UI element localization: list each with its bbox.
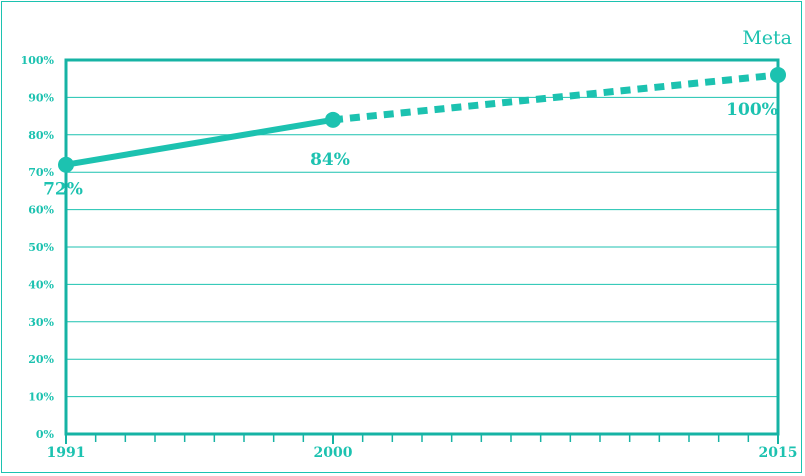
data-label: 72% [43,180,83,200]
x-tick-label: 2000 [314,445,353,461]
x-tick-label: 1991 [47,445,86,461]
data-point [58,156,74,173]
y-tick-label: 80% [28,129,54,142]
y-tick-label: 90% [28,91,54,104]
y-tick-label: 40% [28,278,54,291]
x-tick-label: 2015 [759,445,798,461]
y-tick-label: 60% [28,204,54,217]
data-point [770,66,786,83]
data-label: 84% [310,150,350,170]
y-tick-label: 70% [28,166,54,179]
y-tick-label: 100% [21,54,55,67]
observed-line [65,116,334,168]
y-tick-label: 50% [28,241,54,254]
projected-line [332,71,779,124]
y-tick-label: 0% [36,428,55,441]
y-tick-label: 30% [28,316,54,329]
meta-annotation: Meta [742,27,792,49]
y-tick-label: 20% [28,353,54,366]
data-point [325,111,341,128]
y-tick-label: 10% [28,391,54,404]
data-label: 100% [726,100,778,120]
